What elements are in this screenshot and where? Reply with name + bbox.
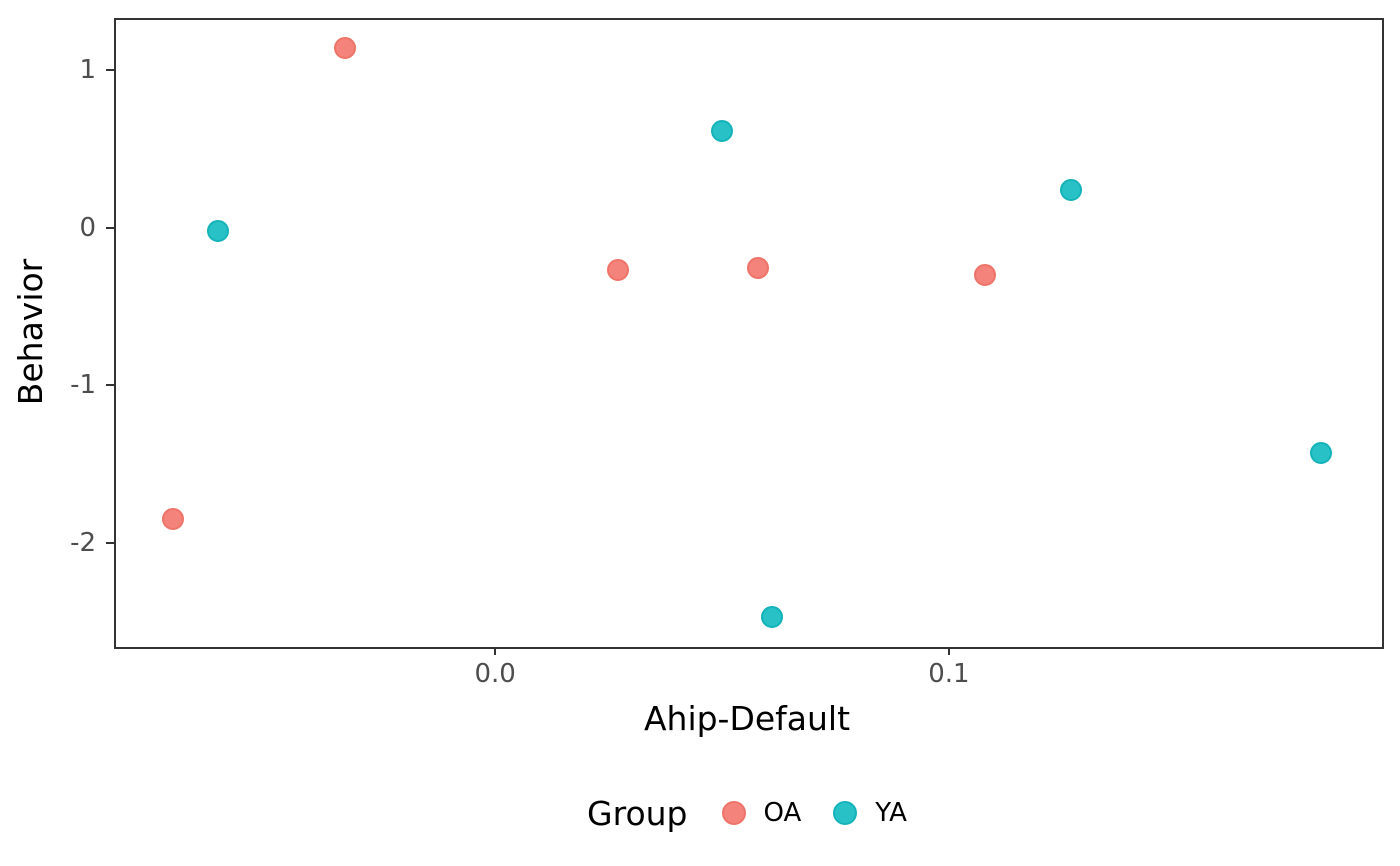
legend: Group OA YA [114, 790, 1380, 836]
ya-legend-swatch-icon [833, 801, 858, 825]
x-axis-tick-label: 0.0 [474, 659, 516, 689]
data-point-oa [606, 259, 629, 282]
x-axis-title: Ahip-Default [643, 699, 851, 738]
x-axis-tick-label: 0.1 [928, 659, 970, 689]
y-axis-tick-label: 1 [79, 54, 96, 85]
y-axis-tick [106, 541, 114, 544]
data-point-oa [747, 257, 770, 280]
data-point-oa [161, 507, 184, 530]
legend-title: Group [587, 793, 688, 833]
y-axis-tick [106, 226, 114, 229]
data-point-ya [760, 605, 783, 628]
y-axis-tick-label: -2 [70, 527, 96, 558]
data-point-ya [207, 219, 230, 242]
x-axis-tick [494, 647, 497, 655]
data-point-ya [1060, 178, 1083, 201]
data-point-ya [711, 120, 734, 143]
y-axis-tick [106, 68, 114, 71]
oa-legend-swatch-icon [721, 801, 746, 825]
plot-panel [114, 18, 1384, 649]
data-point-oa [974, 263, 997, 286]
x-axis-tick [947, 647, 950, 655]
data-point-ya [1310, 441, 1332, 464]
y-axis-tick-label: 0 [79, 212, 96, 243]
legend-item-oa: OA [721, 798, 802, 828]
y-axis-tick [106, 384, 114, 387]
legend-label-ya: YA [875, 798, 907, 828]
legend-item-ya: YA [833, 798, 907, 828]
data-point-oa [334, 36, 357, 59]
y-axis-tick-label: -1 [70, 370, 96, 401]
legend-label-oa: OA [763, 798, 802, 828]
